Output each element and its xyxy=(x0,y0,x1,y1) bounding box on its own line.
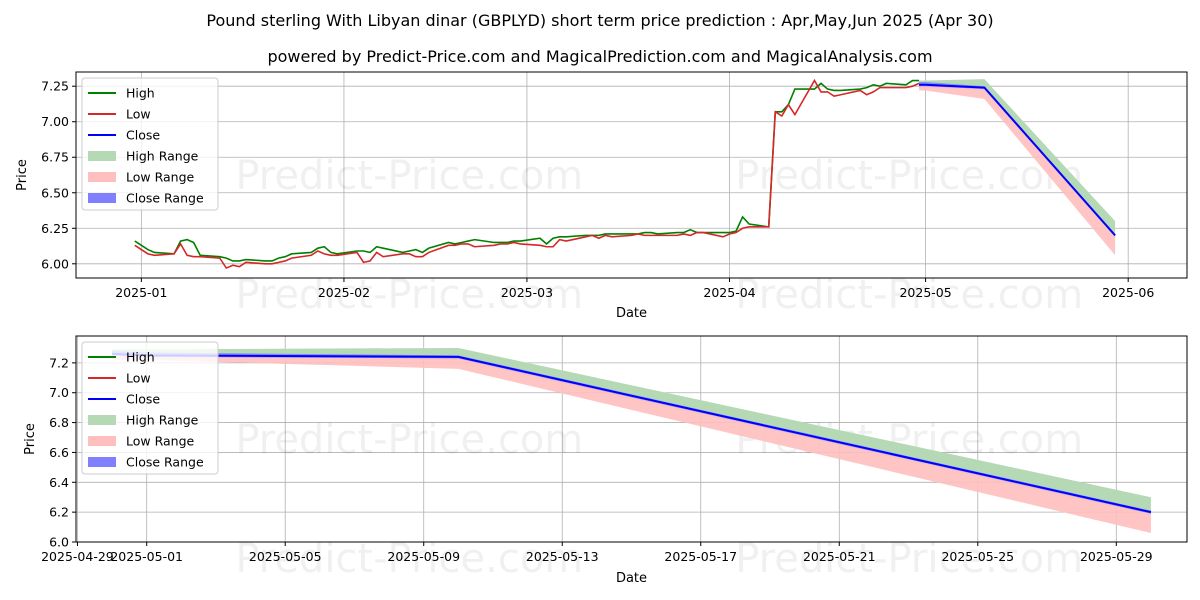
x-tick-label: 2025-03 xyxy=(501,285,553,300)
watermark-text: Predict-Price.com xyxy=(735,272,1083,318)
watermark-text: Predict-Price.com xyxy=(235,272,583,318)
y-tick-label: 7.25 xyxy=(41,79,69,94)
legend-patch-swatch xyxy=(88,193,116,203)
axes-frame xyxy=(75,71,1188,279)
watermark-text: Predict-Price.com xyxy=(735,536,1083,582)
x-tick-label: 2025-04 xyxy=(703,285,755,300)
watermark-text: Predict-Price.com xyxy=(235,536,583,582)
x-tick-label: 2025-05 xyxy=(899,285,951,300)
legend-label: High Range xyxy=(126,413,199,428)
legend-patch-swatch xyxy=(88,457,116,467)
legend-label: Low xyxy=(126,371,151,386)
x-tick-label: 2025-05-09 xyxy=(387,549,460,564)
close-series-line xyxy=(919,83,1116,237)
legend-label: High xyxy=(126,86,155,101)
watermark: Predict-Price.com Predict-Price.com Predic… xyxy=(235,153,1083,318)
legend-label: High xyxy=(126,350,155,365)
axes-frame xyxy=(75,335,1188,543)
chart-title: Pound sterling With Libyan dinar (GBPLYD… xyxy=(206,11,993,30)
y-tick-label: 6.2 xyxy=(49,505,69,520)
top-panel: Predict-Price.com Predict-Price.com Predic… xyxy=(15,71,1188,321)
x-axis-label: Date xyxy=(616,571,647,586)
y-axis-label: Price xyxy=(23,423,38,455)
x-tick-label: 2025-05-25 xyxy=(941,549,1014,564)
legend-patch-swatch xyxy=(88,415,116,425)
legend-label: Close xyxy=(126,128,160,143)
legend-label: Close Range xyxy=(126,455,204,470)
legend-patch-swatch xyxy=(88,172,116,182)
y-tick-label: 7.0 xyxy=(49,385,69,400)
y-tick-label: 6.50 xyxy=(41,185,69,200)
y-tick-label: 6.25 xyxy=(41,221,69,236)
y-tick-label: 6.75 xyxy=(41,150,69,165)
y-tick-label: 6.00 xyxy=(41,256,69,271)
x-tick-label: 2025-05-29 xyxy=(1080,549,1153,564)
x-tick-label: 2025-05-21 xyxy=(803,549,876,564)
legend-label: High Range xyxy=(126,149,199,164)
legend-label: Close xyxy=(126,392,160,407)
low-series-line xyxy=(134,78,920,270)
legend-label: Low xyxy=(126,107,151,122)
x-tick-label: 2025-06 xyxy=(1102,285,1154,300)
y-tick-label: 6.0 xyxy=(49,535,69,550)
x-tick-label: 2025-01 xyxy=(115,285,167,300)
plot-area xyxy=(134,78,1116,270)
legend-patch-swatch xyxy=(88,151,116,161)
y-axis-label: Price xyxy=(15,159,30,191)
legend-label: Low Range xyxy=(126,170,195,185)
legend: High Low Close High Range Low Range Close Ran… xyxy=(81,77,219,211)
x-axis-label: Date xyxy=(616,306,647,321)
watermark-text: Predict-Price.com xyxy=(235,153,583,199)
x-tick-label: 2025-05-01 xyxy=(110,549,183,564)
y-tick-label: 7.00 xyxy=(41,114,69,129)
y-tick-label: 6.4 xyxy=(49,475,69,490)
chart-subtitle: powered by Predict-Price.com and Magical… xyxy=(267,47,932,66)
bottom-panel: Predict-Price.com Predict-Price.com Predic… xyxy=(23,335,1188,586)
x-tick-label: 2025-05-13 xyxy=(526,549,599,564)
x-tick-label: 2025-02 xyxy=(318,285,370,300)
x-tick-label: 2025-04-29 xyxy=(41,549,114,564)
x-tick-label: 2025-05-17 xyxy=(664,549,737,564)
legend-label: Close Range xyxy=(126,191,204,206)
watermark-text: Predict-Price.com xyxy=(235,417,583,463)
legend-label: Low Range xyxy=(126,434,195,449)
legend: High Low Close High Range Low Range Close Ran… xyxy=(81,341,219,475)
watermark-text: Predict-Price.com xyxy=(735,153,1083,199)
y-tick-label: 6.6 xyxy=(49,445,69,460)
x-tick-label: 2025-05-05 xyxy=(249,549,322,564)
y-tick-label: 6.8 xyxy=(49,415,69,430)
watermark: Predict-Price.com Predict-Price.com Predic… xyxy=(235,417,1083,582)
legend-patch-swatch xyxy=(88,436,116,446)
y-tick-label: 7.2 xyxy=(49,355,69,370)
